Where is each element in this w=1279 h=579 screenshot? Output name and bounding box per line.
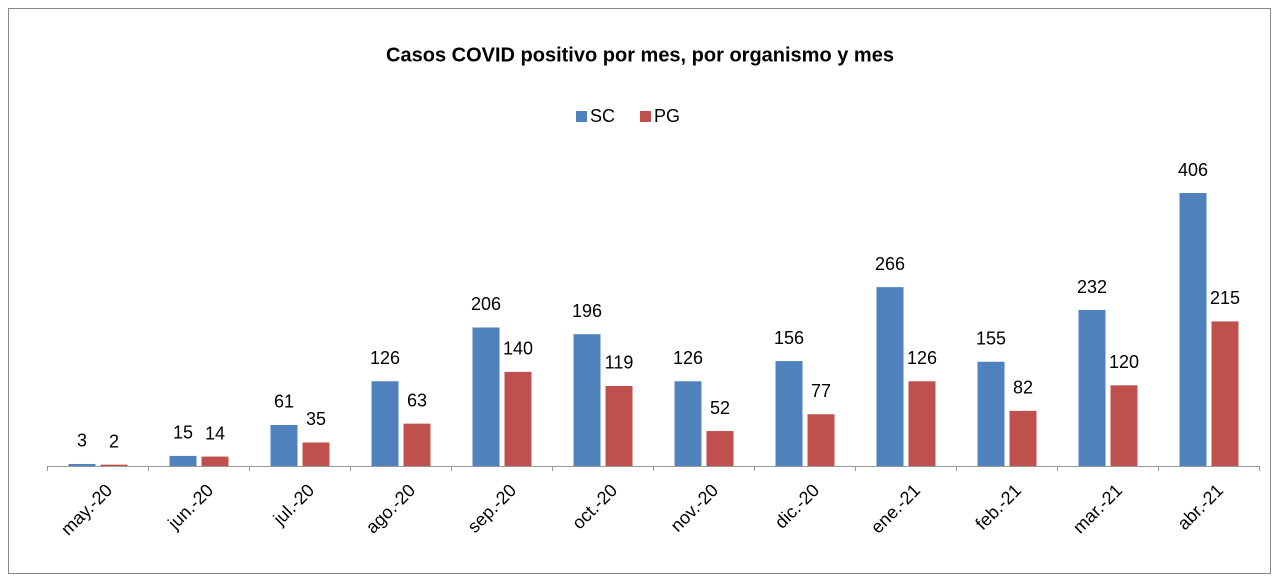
data-label: 156: [774, 328, 804, 348]
data-label: 126: [673, 348, 703, 368]
bar: [807, 414, 835, 466]
data-label: 120: [1109, 352, 1139, 372]
bar: [977, 361, 1005, 466]
data-label: 232: [1077, 277, 1107, 297]
bar: [775, 361, 803, 466]
data-label: 215: [1210, 288, 1240, 308]
bar: [605, 385, 633, 466]
data-label: 61: [274, 392, 294, 412]
data-label: 140: [503, 339, 533, 359]
bar: [371, 381, 399, 466]
bar: [1179, 193, 1207, 466]
chart-frame: [8, 8, 1271, 574]
data-label: 77: [811, 381, 831, 401]
bar: [573, 334, 601, 466]
data-label: 52: [710, 398, 730, 418]
bar: [472, 327, 500, 466]
data-label: 2: [109, 431, 119, 451]
legend-label: SC: [590, 106, 615, 126]
bar: [876, 287, 904, 466]
bar: [504, 371, 532, 466]
data-label: 15: [173, 423, 193, 443]
data-label: 155: [976, 329, 1006, 349]
bar: [270, 424, 298, 466]
data-label: 14: [205, 423, 225, 443]
bar: [201, 456, 229, 466]
data-label: 3: [77, 431, 87, 451]
legend-swatch: [576, 111, 587, 122]
data-label: 82: [1013, 378, 1033, 398]
data-label: 35: [306, 409, 326, 429]
bar: [706, 431, 734, 466]
bar: [1211, 321, 1239, 466]
chart-title: Casos COVID positivo por mes, por organi…: [386, 44, 894, 66]
data-label: 406: [1178, 160, 1208, 180]
data-label: 119: [605, 353, 634, 373]
data-label: 206: [471, 294, 501, 314]
data-label: 63: [407, 390, 427, 410]
data-label: 126: [370, 348, 400, 368]
bar: [100, 464, 128, 466]
legend-swatch: [640, 111, 651, 122]
data-label: 126: [907, 348, 937, 368]
bar: [1009, 410, 1037, 466]
bar: [68, 463, 96, 466]
legend-label: PG: [654, 106, 680, 126]
bar: [403, 423, 431, 466]
data-label: 196: [572, 301, 602, 321]
bar: [1078, 310, 1106, 466]
bar: [674, 381, 702, 466]
bar: [302, 442, 330, 466]
bar: [908, 381, 936, 466]
data-label: 266: [875, 254, 905, 274]
bar: [1110, 385, 1138, 466]
bar: [169, 455, 197, 466]
